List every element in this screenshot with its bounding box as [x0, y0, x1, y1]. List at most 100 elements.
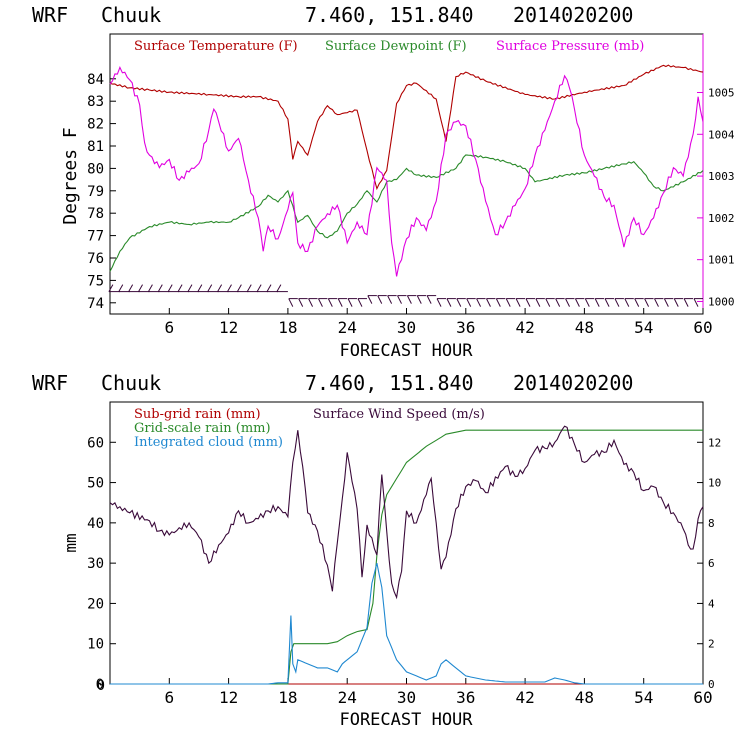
wind-barb-flag: [495, 298, 501, 307]
left-tick-label: 75: [87, 273, 104, 289]
x-tick-label: 48: [575, 688, 594, 707]
wind-barb-flag: [387, 295, 393, 304]
panel1-y-axis-label: Degrees F: [60, 127, 81, 225]
wind-barb-flag: [357, 298, 363, 307]
wind-barb-flag: [308, 298, 313, 307]
wind-barb-flag: [436, 298, 442, 307]
left-tick-label: 10: [87, 637, 104, 653]
wind-barb-flag: [565, 298, 570, 307]
panel1-series: [109, 64, 704, 277]
wind-barb-flag: [515, 298, 521, 307]
x-tick-label: 54: [634, 688, 653, 707]
x-tick-label: 18: [278, 318, 297, 337]
left-tick-label: 30: [87, 556, 104, 572]
x-tick-label: 24: [338, 688, 357, 707]
x-tick-label: 30: [397, 688, 416, 707]
left-tick-label: 80: [87, 161, 104, 177]
wind-barb-flag: [298, 298, 304, 307]
panel1-x-axis-label: FORECAST HOUR: [339, 341, 473, 361]
left-tick-label: 78: [87, 206, 104, 222]
wind-barb-flag: [128, 284, 134, 292]
wind-barb-flag: [584, 298, 590, 307]
x-tick-label: 36: [456, 318, 475, 337]
x-tick-label: 54: [634, 318, 653, 337]
x-tick-label: 60: [693, 688, 712, 707]
wind-barb-flag: [604, 298, 610, 307]
right-tick-label: 1000: [708, 295, 735, 308]
left-tick-label: 84: [87, 72, 104, 88]
panel2-run: 2014020200: [513, 371, 633, 395]
wind-barb-flag: [426, 295, 432, 304]
wind-barb-flag: [157, 284, 163, 292]
x-tick-label: 30: [397, 318, 416, 337]
wind-barb-flag: [367, 295, 373, 304]
right-tick-label: 10: [708, 477, 721, 490]
x-tick-label: 6: [164, 318, 174, 337]
panel1-frame: [109, 33, 704, 315]
wind-barb-flag: [397, 295, 402, 304]
wind-barb-flag: [347, 298, 353, 307]
wind-barb-flag: [406, 295, 412, 304]
wind-barb-flag: [673, 298, 679, 307]
legend-integrated-cloud: Integrated cloud (mm): [134, 435, 283, 450]
left-tick-label: 50: [87, 476, 104, 492]
panel2-coords: 7.460, 151.840: [305, 371, 474, 395]
panel2-x-zero-label: 0: [97, 678, 105, 694]
panel1-right-ticks: 1000 1001 1002 1003 1004 1005: [697, 87, 735, 308]
wind-barb-flag: [246, 284, 252, 292]
wind-barb-flag: [634, 298, 640, 307]
wind-barb-flag: [644, 298, 650, 307]
legend-sub-grid-rain: Sub-grid rain (mm): [134, 407, 261, 422]
legend-grid-scale-rain: Grid-scale rain (mm): [134, 421, 271, 436]
left-tick-label: 20: [87, 596, 104, 612]
series-line-grid-scale-rain: [110, 429, 703, 685]
left-tick-label: 77: [87, 229, 104, 245]
wind-barb-flag: [456, 298, 462, 307]
panel1-left-ticks: 74 75 76 77 78 79 80 81 82 83 84: [87, 72, 116, 312]
left-tick-label: 79: [87, 184, 104, 200]
wind-barb-flag: [505, 298, 511, 307]
wind-barb-flag: [594, 298, 600, 307]
wind-barb-flag: [446, 298, 452, 307]
left-tick-label: 74: [87, 296, 104, 312]
legend-surface-dewpoint: Surface Dewpoint (F): [325, 39, 467, 54]
x-tick-label: 12: [219, 318, 238, 337]
series-line-surface-pressure: [109, 65, 704, 277]
legend-surface-pressure: Surface Pressure (mb): [496, 39, 644, 54]
wind-barb-flag: [624, 298, 630, 307]
wind-barb-flag: [266, 284, 272, 292]
left-tick-label: 40: [87, 516, 104, 532]
right-tick-label: 12: [708, 436, 721, 449]
wind-barb-flag: [256, 284, 262, 292]
wind-barb-flag: [555, 298, 561, 307]
wind-barb-flag: [276, 284, 282, 292]
panel1-station: Chuuk: [101, 3, 161, 27]
right-tick-label: 1002: [708, 212, 735, 225]
temperature-panel: WRF Chuuk 7.460, 151.840 2014020200 Surf…: [32, 3, 735, 361]
wind-barb-flag: [227, 284, 232, 292]
x-tick-label: 42: [515, 688, 534, 707]
x-tick-label: 6: [164, 688, 174, 707]
wind-barb-flag: [574, 298, 580, 307]
series-line-surface-dewpoint: [109, 154, 704, 272]
legend-surface-wind-speed: Surface Wind Speed (m/s): [313, 407, 485, 422]
left-tick-label: 81: [87, 139, 104, 155]
wind-barb-flag: [614, 298, 620, 307]
precipitation-panel: WRF Chuuk 7.460, 151.840 2014020200 Sub-…: [32, 371, 721, 730]
right-tick-label: 1005: [708, 87, 735, 100]
wind-barb-flag: [138, 284, 143, 292]
series-line-surface-wind-speed: [109, 425, 704, 600]
panel2-right-ticks: 0 2 4 6 8 10 12: [697, 436, 721, 691]
panel1-model: WRF: [32, 3, 68, 27]
left-tick-label: 83: [87, 94, 104, 110]
wind-barb-flag: [217, 284, 223, 292]
right-tick-label: 6: [708, 557, 715, 570]
wind-barb-flag: [197, 284, 203, 292]
wind-barb-flag: [177, 284, 183, 292]
legend-surface-temperature: Surface Temperature (F): [134, 39, 298, 54]
panel2-station: Chuuk: [101, 371, 161, 395]
series-line-integrated-cloud: [110, 562, 703, 685]
wind-barb-flag: [683, 298, 689, 307]
wind-barb-flag: [377, 295, 383, 304]
